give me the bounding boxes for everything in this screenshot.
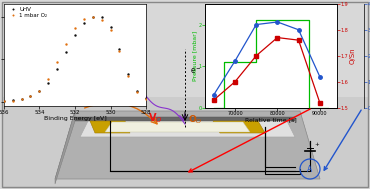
FancyBboxPatch shape [2,97,368,187]
Polygon shape [105,122,250,132]
Point [10,99,16,102]
Point [143,98,149,101]
Point [72,34,78,37]
Point [125,75,131,78]
Point [143,97,149,100]
Point [54,68,60,71]
Text: e$^-$: e$^-$ [190,66,202,76]
Point [1,99,7,102]
Point [18,98,24,101]
Point [90,15,96,18]
Point [63,51,69,54]
Point [27,95,33,98]
Point [1,100,7,103]
Point [10,99,16,102]
Polygon shape [75,117,295,121]
Point [117,49,122,52]
Point [90,16,96,19]
X-axis label: Binding Energy [eV]: Binding Energy [eV] [44,116,106,121]
Polygon shape [90,121,130,133]
Point [99,19,105,22]
Point [99,15,105,18]
Point [36,89,42,92]
X-axis label: Relative time [s]: Relative time [s] [245,118,297,123]
Text: A: A [307,164,313,174]
Legend: UHV, 1 mbar O₂: UHV, 1 mbar O₂ [7,7,48,19]
Point [108,25,114,28]
Point [54,60,60,63]
Y-axis label: Pressure [mbar]: Pressure [mbar] [192,31,197,81]
Y-axis label: O/Sn: O/Sn [349,47,355,64]
Point [108,29,114,32]
Text: V$_O$: V$_O$ [148,111,162,125]
Point [45,81,51,84]
Text: X-ray: X-ray [78,36,96,42]
Polygon shape [80,117,295,137]
Polygon shape [55,111,75,184]
Point [134,91,140,94]
Text: +: + [314,142,319,147]
Point [134,89,140,92]
Point [72,27,78,30]
Point [36,90,42,93]
Text: O$_2$: O$_2$ [68,94,82,108]
Point [81,18,87,21]
Point [45,78,51,81]
Polygon shape [213,121,265,133]
Point [27,95,33,98]
Polygon shape [55,111,320,179]
Point [18,98,24,101]
Point [81,22,87,25]
Text: O$_O$: O$_O$ [188,114,202,126]
Point [63,42,69,45]
Point [125,73,131,76]
Point [117,47,122,50]
